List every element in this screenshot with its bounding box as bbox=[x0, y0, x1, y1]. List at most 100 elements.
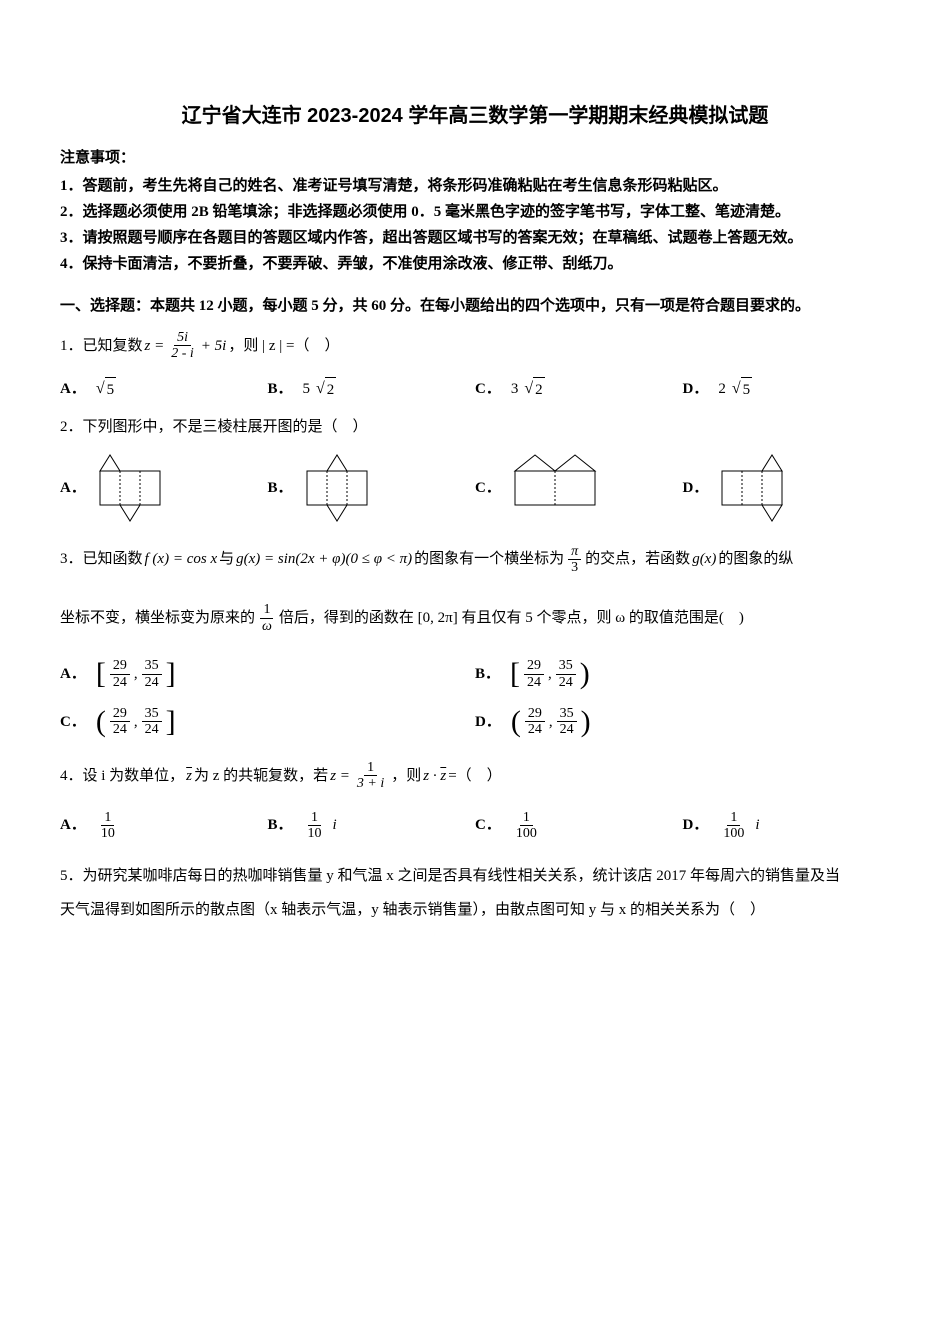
q2-option-a: A． bbox=[60, 453, 268, 523]
notice-head: 注意事项： bbox=[60, 146, 890, 170]
opt-label-a: A． bbox=[60, 377, 86, 401]
q4-option-a: A． 110 bbox=[60, 810, 268, 842]
q3-c-left: ( bbox=[96, 707, 106, 737]
q3-line2-mid: 倍后，得到的函数在 [0, 2π] 有且仅有 5 个零点，则 ω 的取值范围是(… bbox=[279, 606, 744, 630]
q3-label-d: D． bbox=[475, 710, 501, 734]
q3-d-right: ) bbox=[581, 707, 591, 737]
notice-line-4: 4．保持卡面清洁，不要折叠，不要弄破、弄皱，不准使用涂改液、修正带、刮纸刀。 bbox=[60, 252, 890, 276]
q3-line2-pre: 坐标不变，横坐标变为原来的 bbox=[60, 606, 255, 630]
q4-d-suffix: i bbox=[755, 813, 759, 837]
q4-option-b: B． 110 i bbox=[268, 810, 476, 842]
notice-line-3: 3．请按照题号顺序在各题目的答题区域内作答，超出答题区域书写的答案无效；在草稿纸… bbox=[60, 226, 890, 250]
q1-option-d: D． 2 √5 bbox=[683, 376, 891, 402]
q4-pre: 4．设 i 为数单位， bbox=[60, 764, 184, 788]
q2-net-a-icon bbox=[96, 453, 182, 523]
q1-stem-pre: 1．已知复数 bbox=[60, 334, 143, 358]
q1-plus: + 5i bbox=[201, 334, 227, 358]
q2-label-a: A． bbox=[60, 476, 86, 500]
section-heading: 一、选择题：本题共 12 小题，每小题 5 分，共 60 分。在每小题给出的四个… bbox=[60, 294, 890, 318]
q1-c-coef: 3 bbox=[511, 377, 519, 401]
q4-frac-den: 3 + i bbox=[354, 776, 387, 791]
q4-mid3: =（ ） bbox=[448, 764, 501, 788]
q5-line2: 天气温得到如图所示的散点图（x 轴表示气温，y 轴表示销售量），由散点图可知 y… bbox=[60, 895, 890, 925]
opt-label-d: D． bbox=[683, 377, 709, 401]
q3-option-d: D． ( 2924 , 3524 ) bbox=[475, 706, 890, 738]
q2-options: A． B． C． bbox=[60, 453, 890, 523]
q1-z-eq: z = bbox=[145, 334, 165, 358]
q2-option-b: B． bbox=[268, 453, 476, 523]
question-3: 3．已知函数 f (x) = cos x 与 g(x) = sin(2x + φ… bbox=[60, 543, 890, 634]
q3-option-c: C． ( 2924 , 3524 ] bbox=[60, 706, 475, 738]
opt-label-b: B． bbox=[268, 377, 293, 401]
q1-frac-den: 2 - i bbox=[168, 346, 197, 361]
opt-label-c: C． bbox=[475, 377, 501, 401]
notice-line-2: 2．选择题必须使用 2B 铅笔填涂；非选择题必须使用 0．5 毫米黑色字迹的签字… bbox=[60, 200, 890, 224]
q3-b-left: [ bbox=[510, 659, 520, 689]
q3-mid1: 的图象有一个横坐标为 bbox=[414, 543, 564, 576]
question-4: 4．设 i 为数单位， z 为 z 的共轭复数，若 z = 1 3 + i ，则… bbox=[60, 760, 890, 792]
q3-option-a: A． [ 2924 , 3524 ] bbox=[60, 658, 475, 690]
q3-frac1-den: 3 bbox=[568, 560, 581, 575]
q4-label-a: A． bbox=[60, 813, 86, 837]
q3-a-interval: [ 2924 , 3524 ] bbox=[96, 658, 176, 690]
q5-line1: 5．为研究某咖啡店每日的热咖啡销售量 y 和气温 x 之间是否具有线性相关关系，… bbox=[60, 861, 890, 891]
q1-a-value: √5 bbox=[96, 376, 116, 402]
question-2: 2．下列图形中，不是三棱柱展开图的是（ ） bbox=[60, 415, 890, 439]
q3-with: 与 bbox=[219, 543, 234, 576]
q1-option-c: C． 3 √2 bbox=[475, 376, 683, 402]
q3-f-def: f (x) = cos x bbox=[145, 543, 218, 576]
q1-b-sqrt: √2 bbox=[316, 376, 336, 402]
q4-b-suffix: i bbox=[333, 813, 337, 837]
q2-option-c: C． bbox=[475, 453, 683, 523]
q2-net-c-icon bbox=[511, 453, 617, 523]
q2-option-d: D． bbox=[683, 453, 891, 523]
q3-label-a: A． bbox=[60, 662, 86, 686]
q3-b-right: ) bbox=[580, 659, 590, 689]
question-1: 1．已知复数 z = 5i 2 - i + 5i ，则 | z | =（ ） bbox=[60, 330, 890, 362]
q3-frac1-num: π bbox=[568, 544, 581, 560]
q4-label-d: D． bbox=[683, 813, 709, 837]
page-title: 辽宁省大连市 2023-2024 学年高三数学第一学期期末经典模拟试题 bbox=[60, 100, 890, 132]
question-5: 5．为研究某咖啡店每日的热咖啡销售量 y 和气温 x 之间是否具有线性相关关系，… bbox=[60, 861, 890, 925]
q3-options-row2: C． ( 2924 , 3524 ] D． ( 2924 , 3524 ) bbox=[60, 706, 890, 738]
q3-label-c: C． bbox=[60, 710, 86, 734]
q2-label-d: D． bbox=[683, 476, 709, 500]
q3-c-interval: ( 2924 , 3524 ] bbox=[96, 706, 176, 738]
q3-frac2: 1 ω bbox=[259, 602, 275, 634]
q4-label-b: B． bbox=[268, 813, 293, 837]
q4-mid1: 为 z 的共轭复数，若 bbox=[194, 764, 328, 788]
q3-pre: 3．已知函数 bbox=[60, 543, 143, 576]
q3-a-left: [ bbox=[96, 659, 106, 689]
q1-d-sqrt: √5 bbox=[732, 376, 752, 402]
q1-option-a: A． √5 bbox=[60, 376, 268, 402]
q3-option-b: B． [ 2924 , 3524 ) bbox=[475, 658, 890, 690]
q3-a-right: ] bbox=[166, 659, 176, 689]
q4-option-d: D． 1100 i bbox=[683, 810, 891, 842]
q1-c-sqrt: √2 bbox=[524, 376, 544, 402]
q1-d-coef: 2 bbox=[718, 377, 726, 401]
notice-line-1: 1．答题前，考生先将自己的姓名、准考证号填写清楚，将条形码准确粘贴在考生信息条形… bbox=[60, 174, 890, 198]
q4-option-c: C． 1100 bbox=[475, 810, 683, 842]
q3-mid2: 的交点，若函数 bbox=[585, 543, 690, 576]
q3-d-interval: ( 2924 , 3524 ) bbox=[511, 706, 591, 738]
q4-frac: 1 3 + i bbox=[354, 760, 387, 792]
q1-fraction: 5i 2 - i bbox=[168, 330, 197, 362]
q1-stem-mid: ，则 | z | =（ ） bbox=[228, 334, 339, 358]
q4-options: A． 110 B． 110 i C． 1100 D． 1100 i bbox=[60, 810, 890, 842]
q4-prod: z · z bbox=[423, 764, 446, 788]
q2-label-c: C． bbox=[475, 476, 501, 500]
q4-zeq: z = bbox=[330, 764, 350, 788]
q4-mid2: ，则 bbox=[391, 764, 421, 788]
q3-b-interval: [ 2924 , 3524 ) bbox=[510, 658, 590, 690]
q1-option-b: B． 5 √2 bbox=[268, 376, 476, 402]
q3-g-def: g(x) = sin(2x + φ)(0 ≤ φ < π) bbox=[236, 543, 412, 576]
q2-label-b: B． bbox=[268, 476, 293, 500]
q2-net-b-icon bbox=[303, 453, 389, 523]
q4-label-c: C． bbox=[475, 813, 501, 837]
q3-d-left: ( bbox=[511, 707, 521, 737]
q3-label-b: B． bbox=[475, 662, 500, 686]
q1-options: A． √5 B． 5 √2 C． 3 √2 D． 2 √5 bbox=[60, 376, 890, 402]
q2-stem: 2．下列图形中，不是三棱柱展开图的是（ ） bbox=[60, 419, 368, 435]
q3-frac2-num: 1 bbox=[260, 602, 273, 618]
q1-frac-num: 5i bbox=[174, 330, 191, 346]
